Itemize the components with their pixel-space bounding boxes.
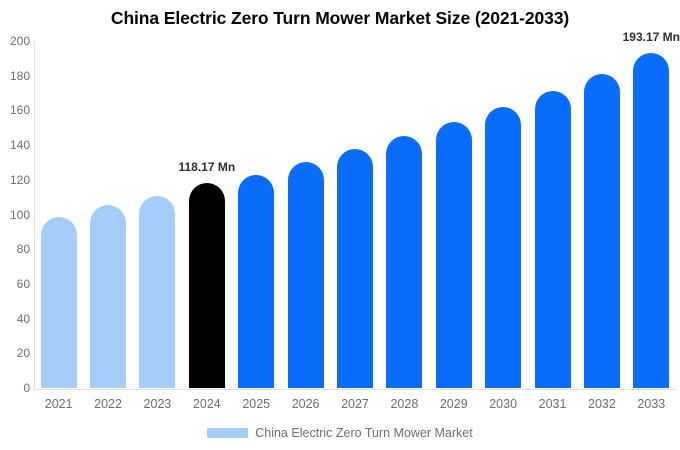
- x-tick-label-2027: 2027: [341, 397, 369, 411]
- bar-2025[interactable]: [238, 174, 275, 388]
- bar-2026[interactable]: [287, 162, 324, 388]
- annotation-2024: 118.17 Mn: [178, 159, 236, 174]
- x-tick-label-2032: 2032: [588, 397, 616, 411]
- y-tick-label-20: 20: [16, 346, 30, 361]
- y-tick-label-180: 180: [9, 68, 30, 83]
- x-tick-label-2023: 2023: [143, 397, 172, 411]
- legend-swatch-icon: [207, 428, 249, 438]
- x-tick-label-2025: 2025: [242, 397, 271, 411]
- y-tick-label-0: 0: [23, 381, 30, 395]
- bar-2024[interactable]: [188, 182, 225, 388]
- x-tick-label-2030: 2030: [489, 397, 518, 411]
- chart-title: China Electric Zero Turn Mower Market Si…: [110, 8, 570, 28]
- bar-2033[interactable]: [633, 52, 670, 388]
- y-tick-label-120: 120: [9, 172, 30, 187]
- annotation-2033: 193.17 Mn: [622, 29, 680, 44]
- y-tick-label-60: 60: [16, 276, 30, 291]
- x-tick-label-2024: 2024: [192, 397, 221, 411]
- y-tick-label-80: 80: [16, 242, 30, 257]
- bar-2021[interactable]: [40, 217, 77, 388]
- bar-2027[interactable]: [337, 148, 373, 388]
- legend[interactable]: China Electric Zero Turn Mower Market: [0, 426, 680, 440]
- bar-2029[interactable]: [435, 122, 472, 388]
- bar-2023[interactable]: [139, 195, 176, 388]
- bar-2030[interactable]: [485, 106, 522, 388]
- bar-2031[interactable]: [534, 91, 571, 388]
- legend-label: China Electric Zero Turn Mower Market: [255, 426, 473, 440]
- y-tick-label-200: 200: [9, 34, 30, 48]
- y-tick-label-140: 140: [9, 138, 30, 153]
- y-tick-label-160: 160: [9, 103, 30, 118]
- x-tick-label-2031: 2031: [538, 397, 567, 411]
- x-tick-label-2022: 2022: [94, 397, 122, 411]
- x-tick-label-2029: 2029: [439, 397, 468, 411]
- bar-2028[interactable]: [386, 136, 423, 388]
- y-axis-line: [34, 41, 35, 389]
- x-axis-line: [34, 389, 676, 390]
- y-tick-label-100: 100: [9, 207, 30, 222]
- x-tick-label-2026: 2026: [291, 397, 320, 411]
- bar-2022[interactable]: [90, 205, 127, 388]
- x-tick-label-2033: 2033: [637, 397, 666, 411]
- x-tick-label-2028: 2028: [390, 397, 419, 411]
- bar-2032[interactable]: [583, 73, 620, 388]
- x-tick-label-2021: 2021: [44, 397, 73, 411]
- y-tick-label-40: 40: [16, 311, 30, 326]
